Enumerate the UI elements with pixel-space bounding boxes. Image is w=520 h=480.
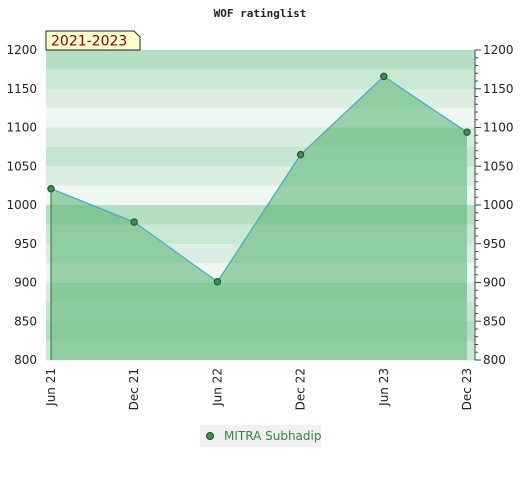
period-label: 2021-2023 (51, 34, 127, 50)
y-tick-label-left: 900 (14, 276, 37, 290)
series-area (51, 76, 467, 360)
legend[interactable]: MITRA Subhadip (200, 425, 321, 447)
y-tick-label-right: 1200 (483, 43, 514, 57)
y-tick-label-right: 950 (483, 237, 506, 251)
period-badge: 2021-2023 (45, 30, 141, 51)
x-tick-label: Jun 23 (377, 368, 391, 407)
y-tick-label-left: 1150 (6, 82, 37, 96)
area-stripe (51, 243, 467, 264)
legend-series-name: MITRA Subhadip (224, 429, 321, 443)
period-badge-box (45, 30, 141, 51)
x-tick-label: Dec 22 (294, 368, 308, 410)
series-line (50, 75, 468, 283)
x-tick-label: Dec 23 (460, 368, 474, 410)
y-tick-label-right: 1050 (483, 159, 514, 173)
y-tick-label-right: 800 (483, 353, 506, 367)
data-point (130, 218, 138, 226)
y-tick-label-right: 850 (483, 314, 506, 328)
x-tick-label: Dec 21 (127, 368, 141, 410)
x-axis-labels: Jun 21 Dec 21 Jun 22 Dec 22 Jun 23 Dec 23 (44, 368, 474, 410)
background-band (46, 50, 475, 70)
y-tick-label-left: 850 (14, 314, 37, 328)
y-tick-label-left: 1050 (6, 159, 37, 173)
data-point (380, 72, 388, 81)
area-stripe (51, 282, 467, 302)
data-point (47, 185, 55, 193)
legend-box (200, 425, 321, 447)
data-markers (47, 72, 471, 286)
y-tick-label-right: 1100 (483, 121, 514, 135)
y-tick-label-right: 1000 (483, 198, 514, 212)
y-tick-label-right: 1150 (483, 82, 514, 96)
right-minor-ticks (475, 49, 481, 361)
y-tick-label-left: 800 (14, 353, 37, 367)
background-band (46, 69, 475, 90)
y-axis-right-labels: 800 850 900 950 1000 1050 1100 1150 1200 (483, 43, 514, 367)
y-tick-label-left: 1000 (6, 198, 37, 212)
legend-marker-icon (206, 432, 214, 440)
data-point (296, 150, 305, 159)
y-tick-label-left: 1200 (6, 43, 37, 57)
data-point (463, 128, 471, 136)
y-tick-label-left: 1100 (6, 121, 37, 135)
area-stripe (51, 321, 467, 341)
y-axis-left-labels: 800 850 900 950 1000 1050 1100 1150 1200 (6, 43, 37, 367)
y-tick-label-right: 900 (483, 276, 506, 290)
y-tick-label-left: 950 (14, 237, 37, 251)
data-point (213, 278, 222, 286)
chart-title: WOF ratinglist (214, 7, 307, 20)
x-tick-label: Jun 22 (210, 368, 224, 407)
x-tick-label: Jun 21 (44, 368, 58, 407)
